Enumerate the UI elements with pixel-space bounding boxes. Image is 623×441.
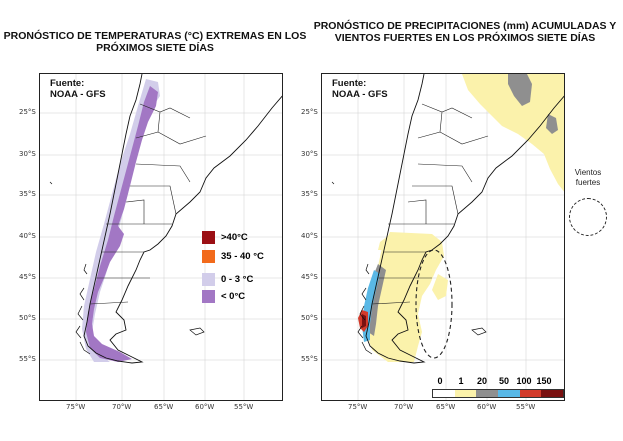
provincial-borders xyxy=(371,103,489,305)
wind-legend-dashed-circle xyxy=(569,198,607,236)
colorbar-label-150: 150 xyxy=(536,376,552,386)
lat-label-45: 45°S xyxy=(19,273,36,281)
temperature-map-panel: Fuente: NOAA - GFS xyxy=(39,73,283,401)
source-label-heading: Fuente: xyxy=(50,78,85,89)
legend-swatch xyxy=(202,290,215,303)
precipitation-map-svg xyxy=(322,74,564,400)
lat-label-55: 55°S xyxy=(301,355,318,363)
legend-label: < 0°C xyxy=(221,291,246,302)
ne-moderate-rain xyxy=(508,74,532,106)
precipitation-map-panel: Fuente: NOAA - GFS xyxy=(321,73,565,401)
north-light-rain xyxy=(378,236,392,250)
ne-light-rain xyxy=(462,74,564,192)
legend-swatch xyxy=(202,273,215,286)
lat-label-25: 25°S xyxy=(301,108,318,116)
wind-legend-label: Vientos fuertes xyxy=(574,168,602,187)
colorbar-label-20: 20 xyxy=(476,376,488,386)
colorbar-swatch-1 xyxy=(454,390,477,397)
lon-label-60: 60°W xyxy=(477,403,497,411)
colorbar-label-100: 100 xyxy=(516,376,532,386)
colorbar-labels: 0 1 20 50 100 150 xyxy=(432,376,564,388)
lat-label-50: 50°S xyxy=(301,314,318,322)
lat-label-35: 35°S xyxy=(19,190,36,198)
lon-label-75: 75°W xyxy=(348,403,368,411)
lon-label-70: 70°W xyxy=(394,403,414,411)
legend-label: 0 - 3 °C xyxy=(221,274,254,285)
source-label: Fuente: NOAA - GFS xyxy=(332,78,388,100)
coast-islands xyxy=(331,181,487,355)
colorbar-swatch-4 xyxy=(519,390,542,397)
lat-label-30: 30°S xyxy=(301,150,318,158)
lon-label-65: 65°W xyxy=(154,403,174,411)
lon-label-75: 75°W xyxy=(66,403,86,411)
lon-label-55: 55°W xyxy=(234,403,254,411)
source-label: Fuente: NOAA - GFS xyxy=(50,78,106,100)
temperature-map-svg xyxy=(40,74,282,400)
strong-wind-area xyxy=(415,249,453,359)
legend-item-heat: 35 - 40 °C xyxy=(202,250,264,264)
lat-label-35: 35°S xyxy=(301,190,318,198)
source-label-heading: Fuente: xyxy=(332,78,367,89)
lat-label-45: 45°S xyxy=(301,273,318,281)
colorbar-strip xyxy=(432,389,564,398)
colorbar-label-1: 1 xyxy=(458,376,464,386)
lat-label-30: 30°S xyxy=(19,150,36,158)
colorbar-swatch-0 xyxy=(433,390,455,397)
lon-label-55: 55°W xyxy=(516,403,536,411)
temperature-map-title: PRONÓSTICO DE TEMPERATURAS (°C) EXTREMAS… xyxy=(3,30,307,54)
south-patchy-rain xyxy=(432,274,448,300)
lat-label-50: 50°S xyxy=(19,314,36,322)
colorbar-swatch-3 xyxy=(498,390,520,397)
legend-swatch xyxy=(202,231,215,244)
legend-label: >40°C xyxy=(221,232,248,243)
colorbar-swatch-5 xyxy=(541,390,564,397)
legend-item-cold: 0 - 3 °C xyxy=(202,273,253,287)
lat-label-40: 40°S xyxy=(301,232,318,240)
lat-label-40: 40°S xyxy=(19,232,36,240)
freezing-zone-shading xyxy=(86,86,158,362)
lat-label-25: 25°S xyxy=(19,108,36,116)
south-america-outline xyxy=(83,74,282,364)
ne-moderate-rain-2 xyxy=(546,114,558,134)
colorbar-label-50: 50 xyxy=(498,376,510,386)
lat-label-55: 55°S xyxy=(19,355,36,363)
precipitation-map-title: PRONÓSTICO DE PRECIPITACIONES (mm) ACUMU… xyxy=(313,20,617,44)
legend-item-freezing: < 0°C xyxy=(202,290,245,304)
legend-swatch xyxy=(202,250,215,263)
cold-band-shading xyxy=(82,79,160,362)
colorbar-label-0: 0 xyxy=(437,376,443,386)
source-label-name: NOAA - GFS xyxy=(332,89,388,100)
provincial-borders xyxy=(89,103,207,305)
source-label-name: NOAA - GFS xyxy=(50,89,106,100)
colorbar-swatch-2 xyxy=(476,390,499,397)
andes-extreme-rain xyxy=(362,314,366,328)
south-america-outline xyxy=(365,74,564,364)
legend-item-extreme-heat: >40°C xyxy=(202,231,248,245)
lon-label-60: 60°W xyxy=(195,403,215,411)
temperature-shading xyxy=(82,79,160,362)
coast-islands xyxy=(49,181,205,355)
legend-label: 35 - 40 °C xyxy=(221,251,264,262)
lon-label-70: 70°W xyxy=(112,403,132,411)
lon-label-65: 65°W xyxy=(436,403,456,411)
